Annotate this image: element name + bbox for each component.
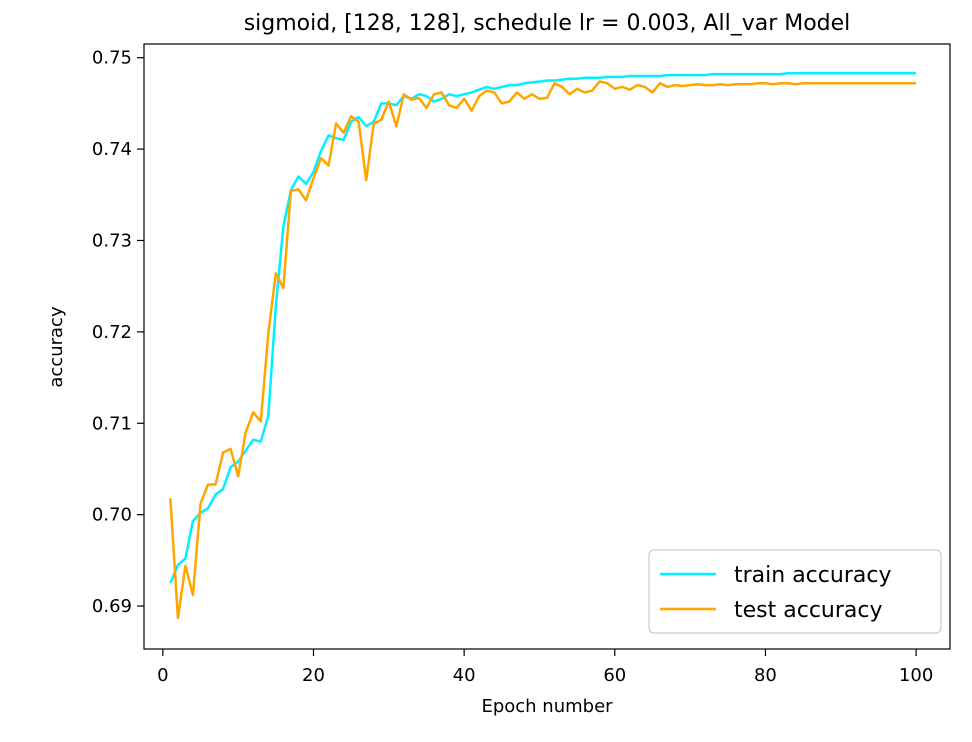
y-tick-label: 0.70 <box>92 505 132 526</box>
test-accuracy-line <box>169 80 917 620</box>
x-axis-title: Epoch number <box>481 696 613 717</box>
x-tick-label: 60 <box>603 665 626 686</box>
plot-frame <box>143 43 951 650</box>
y-tick-label: 0.75 <box>92 48 132 69</box>
train-accuracy-line <box>169 71 917 584</box>
x-tick-label: 40 <box>453 665 476 686</box>
legend: train accuracy test accuracy <box>648 549 942 634</box>
legend-label-test: test accuracy <box>734 598 883 623</box>
x-tick-label: 100 <box>899 665 933 686</box>
y-tick-label: 0.74 <box>92 139 132 160</box>
x-tick-label: 80 <box>754 665 777 686</box>
x-axis: 0 20 40 60 80 100 <box>157 649 933 686</box>
plot-area <box>143 43 951 650</box>
legend-label-train: train accuracy <box>734 563 891 588</box>
y-tick-label: 0.69 <box>92 596 132 617</box>
legend-box <box>648 549 942 634</box>
chart-title: sigmoid, [128, 128], schedule lr = 0.003… <box>244 11 851 36</box>
x-tick-label: 20 <box>302 665 325 686</box>
y-tick-label: 0.72 <box>92 322 132 343</box>
y-tick-label: 0.73 <box>92 230 132 251</box>
series-layer <box>169 71 917 620</box>
x-tick-label: 0 <box>157 665 168 686</box>
y-tick-label: 0.71 <box>92 413 132 434</box>
y-axis-title: accuracy <box>46 306 67 388</box>
y-axis: 0.69 0.70 0.71 0.72 0.73 0.74 0.75 <box>92 48 144 617</box>
